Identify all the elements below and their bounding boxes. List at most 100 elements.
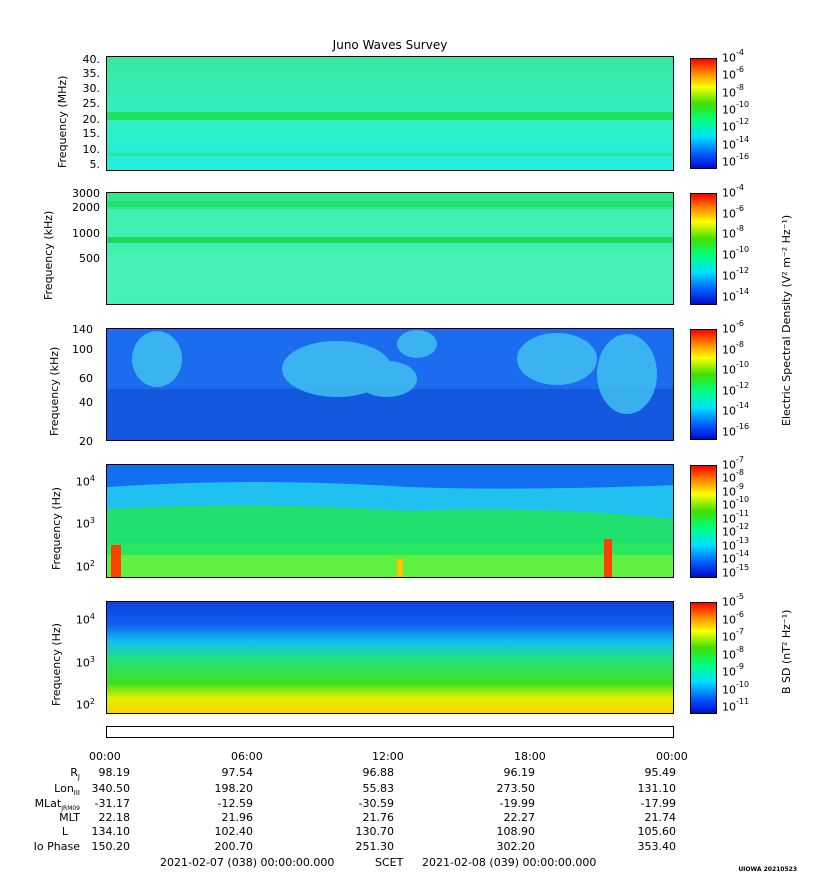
y-tick: 15.	[82, 127, 101, 140]
spectrogram-panel-3	[106, 328, 674, 441]
ephemeris-value: 21.76	[362, 811, 395, 824]
y-tick: 60	[79, 372, 93, 385]
colorbar-tick: 10-13	[722, 535, 750, 553]
time-label: 00:00	[656, 750, 688, 763]
ephem-label-lon: LonIII	[54, 782, 80, 798]
ephemeris-value: 340.50	[91, 782, 131, 795]
ephemeris-value: 96.88	[362, 766, 395, 779]
y-tick: 3000	[72, 187, 100, 200]
ephemeris-value: -12.59	[217, 797, 253, 810]
ephemeris-value: 353.40	[637, 840, 677, 853]
colorbar-tick: 10-7	[722, 627, 744, 644]
y-tick: 103	[75, 516, 95, 531]
colorbar-2	[690, 193, 717, 305]
y-tick: 500	[79, 252, 100, 265]
y-tick: 35.	[82, 67, 101, 80]
y-tick: 20	[79, 435, 93, 448]
colorbar-tick: 10-11	[722, 697, 750, 714]
ephemeris-value: 95.49	[644, 766, 677, 779]
colorbar-tick: 10-11	[722, 508, 750, 526]
y-tick: 104	[75, 474, 95, 489]
spectrogram-panel-1	[106, 56, 674, 171]
y-tick: 30.	[82, 82, 101, 95]
colorbar-tick: 10-10	[722, 495, 750, 512]
ephemeris-value: 273.50	[496, 782, 536, 795]
colorbar-tick: 10-8	[722, 644, 744, 662]
colorbar-tick: 10-14	[722, 286, 750, 304]
colorbar-tick: 10-6	[722, 319, 744, 336]
ephemeris-value: 150.20	[91, 840, 131, 853]
colorbar-tick: 10-6	[722, 65, 744, 82]
colorbar-tick: 10-5	[722, 592, 744, 609]
ephem-label-mlt: MLT	[59, 811, 80, 824]
colorbar-tick: 10-7	[722, 455, 744, 472]
colorbar-3	[690, 329, 717, 440]
colorbar-tick: 10-8	[722, 339, 744, 357]
ephemeris-value: 108.90	[496, 825, 536, 838]
time-label: 12:00	[372, 750, 404, 763]
y-tick: 2000	[72, 201, 100, 214]
y-axis-label-3: Frequency (kHz)	[48, 346, 61, 436]
y-tick: 102	[75, 559, 95, 574]
y-tick: 140	[72, 323, 93, 336]
version-stamp: UIOWA 20210523	[738, 866, 797, 873]
ephemeris-value: -17.99	[640, 797, 676, 810]
ephemeris-value: 96.19	[503, 766, 536, 779]
ephemeris-value: 22.27	[503, 811, 536, 824]
ephemeris-value: 200.70	[214, 840, 254, 853]
y-tick: 25.	[82, 97, 101, 110]
footer-start: 2021-02-07 (038) 00:00:00.000	[160, 856, 335, 869]
ephemeris-value: -31.17	[94, 797, 130, 810]
spectrogram-panel-5	[106, 601, 674, 714]
colorbar-tick: 10-10	[722, 245, 750, 262]
y-tick: 40.	[82, 53, 101, 66]
colorbar-4	[690, 465, 717, 578]
colorbar-tick: 10-8	[722, 224, 744, 242]
y-tick: 5.	[89, 158, 101, 171]
ephem-label-rj: RJ	[70, 766, 80, 782]
y-tick: 40	[79, 396, 93, 409]
ephemeris-value: 21.74	[644, 811, 677, 824]
colorbar-tick: 10-10	[722, 679, 750, 697]
y-axis-label-2: Frequency (kHz)	[42, 210, 55, 300]
colorbar-tick: 10-6	[722, 203, 744, 221]
colorbar-tick: 10-8	[722, 82, 744, 100]
colorbar-tick: 10-14	[722, 134, 750, 152]
y-tick: 10.	[82, 143, 101, 156]
ephemeris-value: 98.19	[98, 766, 131, 779]
ephemeris-value: 251.30	[355, 840, 395, 853]
colorbar-tick: 10-15	[722, 562, 750, 580]
ephemeris-value: 22.18	[98, 811, 131, 824]
colorbar-label-magnetic: B SD (nT² Hz⁻¹)	[780, 609, 793, 694]
ephemeris-value: 302.20	[496, 840, 536, 853]
colorbar-label-electric: Electric Spectral Density (V² m⁻² Hz⁻¹)	[780, 214, 793, 426]
colorbar-tick: 10-12	[722, 522, 750, 539]
colorbar-tick: 10-4	[722, 183, 744, 200]
colorbar-tick: 10-4	[722, 48, 744, 65]
footer-scet: SCET	[375, 856, 404, 869]
ephemeris-value: 97.54	[221, 766, 254, 779]
time-label: 06:00	[231, 750, 263, 763]
ephemeris-value: 55.83	[362, 782, 395, 795]
y-tick: 103	[75, 655, 95, 670]
time-label: 18:00	[514, 750, 546, 763]
footer-end: 2021-02-08 (039) 00:00:00.000	[422, 856, 597, 869]
ephemeris-value: 134.10	[91, 825, 131, 838]
colorbar-tick: 10-8	[722, 468, 744, 486]
time-label: 00:00	[89, 750, 121, 763]
y-tick: 20.	[82, 113, 101, 126]
ephemeris-value: 105.60	[637, 825, 677, 838]
ephemeris-value: 21.96	[221, 811, 254, 824]
ephemeris-value: 198.20	[214, 782, 254, 795]
y-tick: 1000	[72, 227, 100, 240]
ephemeris-value: 131.10	[637, 782, 677, 795]
colorbar-tick: 10-12	[722, 380, 750, 398]
colorbar-tick: 10-14	[722, 549, 750, 566]
colorbar-1	[690, 58, 717, 169]
y-tick: 104	[75, 612, 95, 627]
y-tick: 100	[72, 343, 93, 356]
spectrogram-panel-2	[106, 192, 674, 305]
ephem-label-mlat: MLatJRM09	[34, 797, 80, 813]
ephem-label-l: L	[61, 825, 68, 838]
colorbar-tick: 10-10	[722, 100, 750, 117]
